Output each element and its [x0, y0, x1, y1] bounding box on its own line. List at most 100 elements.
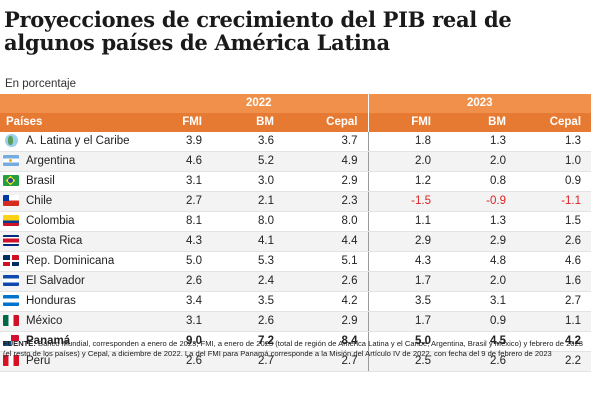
- value-cepal-2022: 2.9: [284, 311, 368, 332]
- value-bm-2022: 7.2: [212, 331, 284, 352]
- value-cepal-2022: 2.7: [284, 351, 368, 372]
- value-fmi-2023: 2.5: [367, 351, 441, 372]
- value-bm-2022: 3.6: [212, 132, 284, 152]
- value-fmi-2022: 2.6: [140, 271, 212, 292]
- chart-title: Proyecciones de crecimiento del PIB real…: [4, 7, 512, 55]
- country-name: Costa Rica: [22, 231, 140, 252]
- value-bm-2023: 1.3: [441, 132, 516, 152]
- value-cepal-2023: 1.3: [516, 132, 591, 152]
- col-header-bm-2023: BM: [441, 113, 516, 132]
- value-cepal-2023: 1.5: [516, 211, 591, 232]
- value-cepal-2023: 4.6: [516, 251, 591, 272]
- value-bm-2022: 3.0: [212, 171, 284, 192]
- col-header-paises: Países: [0, 113, 140, 132]
- col-header-bm-2022: BM: [212, 113, 284, 132]
- value-cepal-2022: 5.1: [284, 251, 368, 272]
- value-fmi-2023: 2.0: [367, 151, 441, 172]
- brasil-flag-icon: [0, 171, 22, 192]
- value-cepal-2023: 4.2: [516, 331, 591, 352]
- country-name: El Salvador: [22, 271, 140, 292]
- table-row: Perú 2.6 2.7 2.7 2.5 2.6 2.2: [0, 351, 591, 372]
- value-cepal-2022: 2.3: [284, 191, 368, 212]
- value-bm-2023: 0.9: [441, 311, 516, 332]
- value-fmi-2022: 8.1: [140, 211, 212, 232]
- table-row: A. Latina y el Caribe 3.9 3.6 3.7 1.8 1.3 1.3: [0, 132, 591, 152]
- value-cepal-2022: 4.2: [284, 291, 368, 312]
- table-row: El Salvador 2.6 2.4 2.6 1.7 2.0 1.6: [0, 271, 591, 292]
- value-bm-2023: 4.5: [441, 331, 516, 352]
- argentina-flag-icon: [0, 151, 22, 172]
- value-fmi-2023: 1.2: [367, 171, 441, 192]
- value-fmi-2022: 4.6: [140, 151, 212, 172]
- value-bm-2023: 2.0: [441, 271, 516, 292]
- value-bm-2022: 5.3: [212, 251, 284, 272]
- value-cepal-2023: 2.7: [516, 291, 591, 312]
- colombia-flag-icon: [0, 211, 22, 232]
- year-2023-header: 2023: [367, 94, 591, 113]
- value-fmi-2023: 1.8: [367, 132, 441, 152]
- elsalvador-flag-icon: [0, 271, 22, 292]
- year-header-row: 2022 2023: [0, 94, 591, 113]
- value-fmi-2022: 3.1: [140, 171, 212, 192]
- footnote-text: Banco Mundial, corresponden a enero de 2…: [3, 339, 583, 358]
- value-bm-2023: 1.3: [441, 211, 516, 232]
- country-name: Perú: [22, 351, 140, 372]
- value-fmi-2023: 2.9: [367, 231, 441, 252]
- value-bm-2023: 2.0: [441, 151, 516, 172]
- value-bm-2022: 2.4: [212, 271, 284, 292]
- value-fmi-2022: 9.0: [140, 331, 212, 352]
- value-cepal-2023: 2.2: [516, 351, 591, 372]
- country-name: Rep. Dominicana: [22, 251, 140, 272]
- value-fmi-2022: 2.6: [140, 351, 212, 372]
- country-name: México: [22, 311, 140, 332]
- chart-subtitle: En porcentaje: [5, 78, 76, 90]
- value-fmi-2022: 2.7: [140, 191, 212, 212]
- value-fmi-2023: 1.1: [367, 211, 441, 232]
- growth-table: 2022 2023 Países FMI BM Cepal FMI BM Cep…: [0, 94, 591, 372]
- latam-flag-icon: [0, 132, 22, 152]
- value-cepal-2023: 0.9: [516, 171, 591, 192]
- value-bm-2022: 2.6: [212, 311, 284, 332]
- value-bm-2022: 2.7: [212, 351, 284, 372]
- value-bm-2023: 4.8: [441, 251, 516, 272]
- footnote-label: FUENTE:: [3, 339, 36, 348]
- peru-flag-icon: [0, 351, 22, 372]
- country-name: Chile: [22, 191, 140, 212]
- value-bm-2023: -0.9: [441, 191, 516, 212]
- value-fmi-2023: 5.0: [367, 331, 441, 352]
- country-name: Honduras: [22, 291, 140, 312]
- value-fmi-2023: 3.5: [367, 291, 441, 312]
- country-name: Argentina: [22, 151, 140, 172]
- panama-flag-icon: [0, 331, 22, 352]
- value-cepal-2022: 4.4: [284, 231, 368, 252]
- value-cepal-2022: 3.7: [284, 132, 368, 152]
- column-header-row: Países FMI BM Cepal FMI BM Cepal: [0, 113, 591, 132]
- value-fmi-2022: 3.4: [140, 291, 212, 312]
- table-row: Argentina 4.6 5.2 4.9 2.0 2.0 1.0: [0, 151, 591, 172]
- value-fmi-2023: 4.3: [367, 251, 441, 272]
- value-fmi-2023: -1.5: [367, 191, 441, 212]
- country-name: Colombia: [22, 211, 140, 232]
- year-2022-header: 2022: [140, 94, 368, 113]
- value-cepal-2023: 2.6: [516, 231, 591, 252]
- honduras-flag-icon: [0, 291, 22, 312]
- col-header-cepal-2022: Cepal: [284, 113, 368, 132]
- source-footnote: FUENTE: Banco Mundial, corresponden a en…: [3, 339, 591, 359]
- chile-flag-icon: [0, 191, 22, 212]
- value-bm-2023: 3.1: [441, 291, 516, 312]
- col-header-fmi-2022: FMI: [140, 113, 212, 132]
- value-bm-2022: 3.5: [212, 291, 284, 312]
- value-bm-2022: 8.0: [212, 211, 284, 232]
- table-row: México 3.1 2.6 2.9 1.7 0.9 1.1: [0, 311, 591, 332]
- value-fmi-2023: 1.7: [367, 311, 441, 332]
- value-fmi-2023: 1.7: [367, 271, 441, 292]
- value-cepal-2023: 1.6: [516, 271, 591, 292]
- value-cepal-2022: 8.0: [284, 211, 368, 232]
- table-row: Chile 2.7 2.1 2.3 -1.5 -0.9 -1.1: [0, 191, 591, 212]
- table-row: Colombia 8.1 8.0 8.0 1.1 1.3 1.5: [0, 211, 591, 232]
- table-row: Brasil 3.1 3.0 2.9 1.2 0.8 0.9: [0, 171, 591, 192]
- value-cepal-2022: 2.6: [284, 271, 368, 292]
- value-cepal-2023: 1.1: [516, 311, 591, 332]
- mexico-flag-icon: [0, 311, 22, 332]
